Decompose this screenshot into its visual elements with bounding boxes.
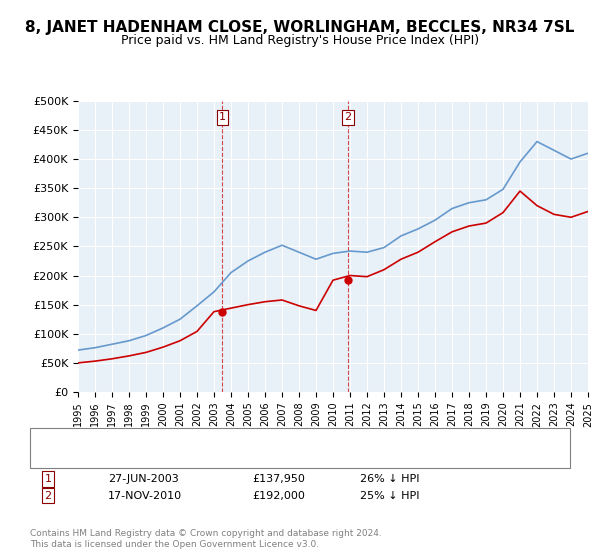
Text: 17-NOV-2010: 17-NOV-2010 <box>108 491 182 501</box>
Text: 25% ↓ HPI: 25% ↓ HPI <box>360 491 419 501</box>
Text: HPI: Average price, detached house, East Suffolk: HPI: Average price, detached house, East… <box>84 451 323 461</box>
Text: 8, JANET HADENHAM CLOSE, WORLINGHAM, BECCLES, NR34 7SL (detached house): 8, JANET HADENHAM CLOSE, WORLINGHAM, BEC… <box>84 435 490 445</box>
Text: 2: 2 <box>344 113 352 123</box>
Text: 27-JUN-2003: 27-JUN-2003 <box>108 474 179 484</box>
Text: 26% ↓ HPI: 26% ↓ HPI <box>360 474 419 484</box>
Text: 1: 1 <box>219 113 226 123</box>
Text: Price paid vs. HM Land Registry's House Price Index (HPI): Price paid vs. HM Land Registry's House … <box>121 34 479 46</box>
Text: 8, JANET HADENHAM CLOSE, WORLINGHAM, BECCLES, NR34 7SL: 8, JANET HADENHAM CLOSE, WORLINGHAM, BEC… <box>25 20 575 35</box>
Text: Contains HM Land Registry data © Crown copyright and database right 2024.
This d: Contains HM Land Registry data © Crown c… <box>30 529 382 549</box>
Text: £192,000: £192,000 <box>252 491 305 501</box>
Text: 1: 1 <box>44 474 52 484</box>
Text: £137,950: £137,950 <box>252 474 305 484</box>
Text: 2: 2 <box>44 491 52 501</box>
